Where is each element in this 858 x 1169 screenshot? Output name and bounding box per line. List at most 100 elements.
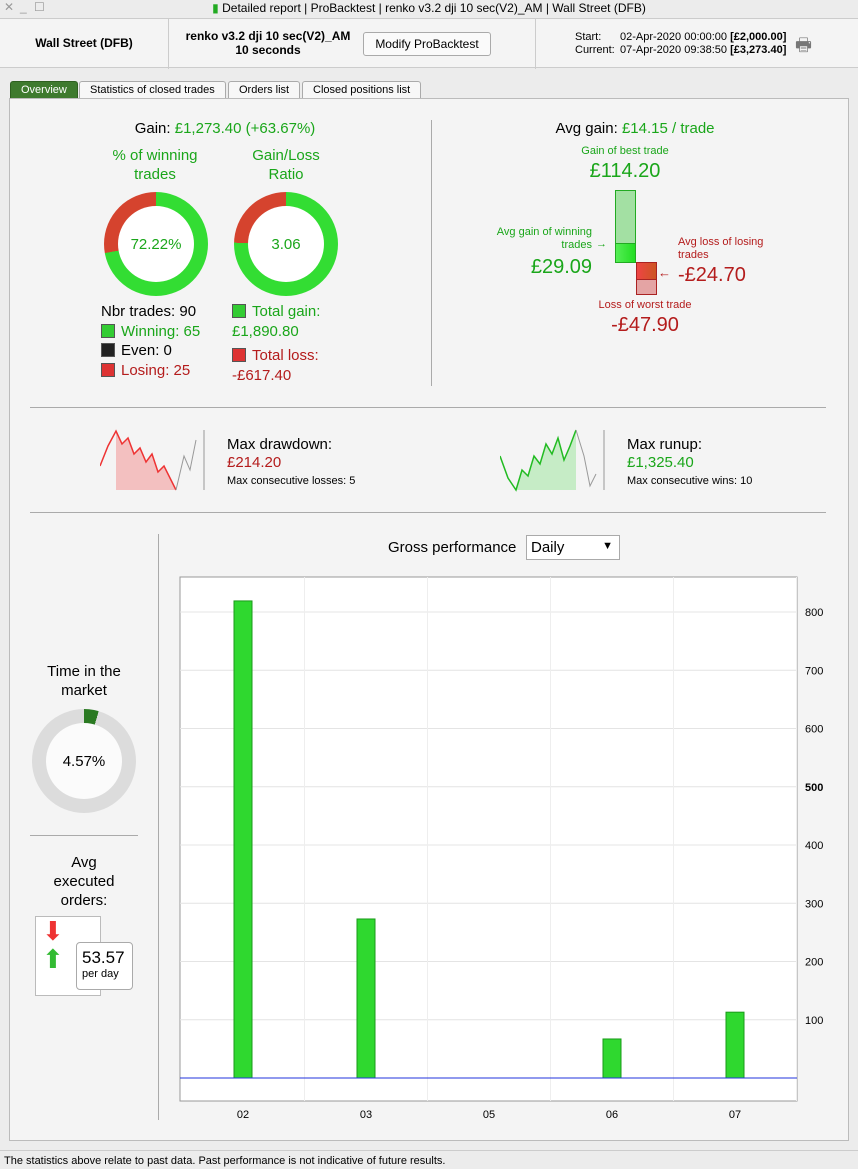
drawdown-value: £214.20: [227, 454, 282, 471]
divider: [30, 835, 138, 836]
strategy-name: renko v3.2 dji 10 sec(V2)_AM: [185, 29, 351, 43]
x-tick-label: 05: [483, 1109, 495, 1121]
divider: [30, 407, 826, 408]
worst-trade-label: Loss of worst trade: [598, 299, 692, 311]
avg-gain: Avg gain: £14.15 / trade: [500, 120, 770, 137]
plot-area: [179, 576, 798, 1102]
bar: [602, 1038, 622, 1079]
winning-title: % of winning trades: [112, 147, 198, 183]
strategy-info: renko v3.2 dji 10 sec(V2)_AM 10 seconds: [178, 29, 358, 57]
divider: [168, 19, 169, 69]
avg-win-label: Avg gain of winning trades: [496, 226, 592, 251]
time-in-market-value: 4.57%: [46, 723, 122, 799]
avg-gain-label: Avg gain:: [555, 120, 618, 137]
winning-swatch-icon: [101, 323, 115, 338]
loss-swatch-icon: [232, 348, 246, 362]
time-in-market-label: Time in the market: [47, 663, 121, 699]
bar: [725, 1011, 745, 1079]
divider: [158, 534, 159, 1120]
total-loss-label: Total loss:: [252, 347, 319, 364]
performance-chart: 100 200 300 400 500 600 700 800 02 03 05 06 07: [179, 576, 823, 1121]
tab-overview[interactable]: Overview: [10, 81, 78, 98]
x-tick-label: 06: [606, 1109, 618, 1121]
ratio-donut: 3.06: [234, 192, 338, 296]
maximize-window-icon[interactable]: ☐: [34, 0, 45, 14]
gain-value: £1,273.40 (+63.67%): [174, 120, 316, 137]
x-tick-label: 03: [360, 1109, 372, 1121]
arrow-right-icon: →: [596, 238, 607, 250]
avg-loss-bar: [636, 262, 657, 280]
y-tick-label: 300: [805, 898, 823, 910]
winning-count: Winning: 65: [121, 322, 201, 340]
x-tick-label: 07: [729, 1109, 741, 1121]
period-info: Start: 02-Apr-2020 00:00:00 [£2,000.00] C…: [575, 31, 786, 57]
avg-win-value: £29.09: [530, 256, 592, 278]
orders-label: Avg executed orders:: [53, 854, 115, 909]
divider: [535, 19, 536, 69]
time-in-market-donut: 4.57%: [32, 709, 136, 813]
instrument-name: Wall Street (DFB): [35, 36, 133, 50]
orders-box: 53.57 per day: [76, 942, 133, 990]
divider: [431, 120, 432, 386]
worst-trade-value: -£47.90: [611, 314, 679, 336]
worst-trade-bar: [636, 279, 657, 295]
avg-gain-value: £14.15 / trade: [621, 120, 715, 137]
consecutive-losses: Max consecutive losses: 5: [227, 475, 356, 487]
current-label: Current:: [575, 44, 615, 56]
bar: [356, 918, 376, 1079]
period-select[interactable]: Daily ▼: [526, 535, 620, 560]
best-trade-value: £114.20: [589, 160, 661, 182]
drawdown-sparkline-icon: [100, 429, 205, 491]
avg-win-bar: [615, 243, 636, 263]
total-gain: £1,890.80: [232, 322, 299, 340]
total-loss: -£617.40: [232, 366, 292, 384]
arrow-left-icon: ←: [658, 265, 671, 280]
winning-pct: 72.22%: [118, 206, 194, 282]
y-tick-label: 700: [805, 665, 823, 677]
window-title: ▮ Detailed report | ProBacktest | renko …: [0, 0, 858, 16]
bar: [233, 600, 253, 1079]
ratio-value: 3.06: [248, 206, 324, 282]
start-value: [£2,000.00]: [730, 31, 787, 43]
nbr-trades: Nbr trades: 90: [101, 303, 197, 320]
avg-loss-value: -£24.70: [678, 264, 746, 286]
even-swatch-icon: [101, 343, 115, 357]
total-gain-label: Total gain:: [252, 303, 321, 320]
avg-loss-label: Avg loss of losing trades: [678, 236, 764, 261]
tab-orders[interactable]: Orders list: [228, 81, 301, 98]
y-tick-label: 800: [805, 607, 823, 619]
y-tick-label: 500: [805, 782, 823, 794]
winning-donut: 72.22%: [104, 192, 208, 296]
y-tick-label: 200: [805, 957, 823, 969]
y-tick-label: 600: [805, 724, 823, 736]
tab-closed-positions[interactable]: Closed positions list: [302, 81, 422, 98]
start-label: Start:: [575, 31, 602, 43]
runup-label: Max runup:: [627, 436, 703, 453]
chevron-down-icon: ▼: [602, 540, 613, 552]
x-tick-label: 02: [237, 1109, 249, 1121]
runup-sparkline-icon: [500, 429, 605, 492]
ratio-title: Gain/Loss Ratio: [252, 147, 320, 183]
runup-info: Max runup: £1,325.40 Max consecutive win…: [627, 436, 752, 490]
arrow-down-icon: ⬇: [42, 916, 64, 946]
gain-label: Gain:: [134, 120, 171, 137]
disclaimer: The statistics above relate to past data…: [0, 1150, 858, 1167]
totals: Total gain: £1,890.80 Total loss: -£617.…: [232, 302, 320, 385]
y-tick-label: 400: [805, 840, 823, 852]
gain-swatch-icon: [232, 304, 246, 318]
strategy-timeframe: 10 seconds: [235, 43, 301, 57]
minimize-window-icon[interactable]: _: [20, 0, 27, 14]
close-window-icon[interactable]: ✕: [4, 0, 15, 14]
start-date: 02-Apr-2020 00:00:00: [620, 31, 728, 43]
consecutive-wins: Max consecutive wins: 10: [627, 475, 753, 487]
window-title-text: Detailed report | ProBacktest | renko v3…: [222, 1, 646, 15]
runup-value: £1,325.40: [627, 454, 694, 471]
gross-performance-label: Gross performance: [388, 539, 517, 556]
tab-statistics[interactable]: Statistics of closed trades: [79, 81, 226, 98]
modify-probacktest-button[interactable]: Modify ProBacktest: [363, 32, 491, 56]
losing-count: Losing: 25: [121, 361, 191, 379]
trade-counts: Nbr trades: 90 Winning: 65 Even: 0 Losin…: [101, 302, 200, 380]
divider: [30, 512, 826, 513]
print-icon[interactable]: 🖶: [795, 35, 812, 55]
current-date: 07-Apr-2020 09:38:50: [620, 44, 728, 56]
